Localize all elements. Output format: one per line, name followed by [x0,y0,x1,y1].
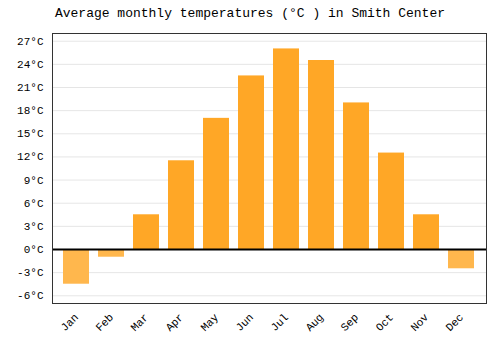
svg-text:6°C: 6°C [24,198,44,210]
svg-text:0°C: 0°C [24,244,44,256]
svg-text:Jan: Jan [59,311,81,333]
html-text:Average monthly temperatures (: Average monthly temperatures (°C ) in Sm… [55,6,445,21]
svg-text:15°C: 15°C [17,128,44,140]
svg-text:Aug: Aug [304,311,326,333]
svg-text:24°C: 24°C [17,59,44,71]
svg-text:Oct: Oct [374,311,396,333]
svg-text:Dec: Dec [444,311,466,333]
svg-text:Nov: Nov [409,311,432,334]
svg-text:27°C: 27°C [17,36,44,48]
svg-text:Jul: Jul [269,311,291,333]
svg-text:Apr: Apr [164,311,186,333]
svg-text:-6°C: -6°C [17,290,44,302]
svg-text:May: May [199,311,222,334]
svg-text:21°C: 21°C [17,82,44,94]
svg-text:Sep: Sep [339,311,361,333]
svg-text:9°C: 9°C [24,175,44,187]
svg-text:Jun: Jun [234,311,256,333]
svg-text:3°C: 3°C [24,221,44,233]
svg-text:18°C: 18°C [17,105,44,117]
svg-text:-3°C: -3°C [17,267,44,279]
svg-text:Mar: Mar [129,311,151,333]
svg-text:Feb: Feb [94,311,116,333]
svg-text:12°C: 12°C [17,151,44,163]
